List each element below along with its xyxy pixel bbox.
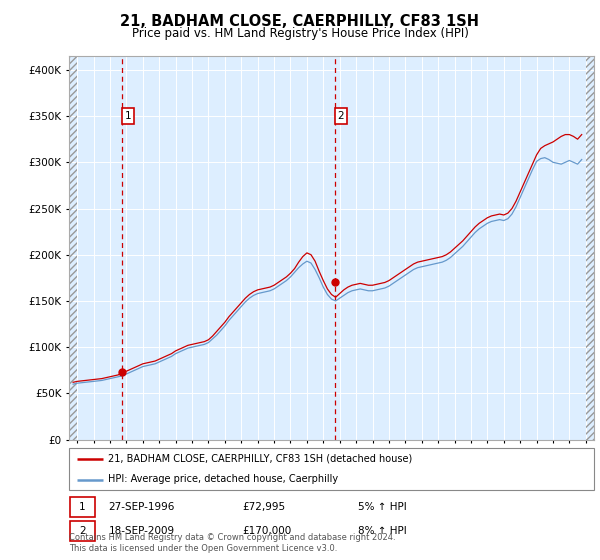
Text: 1: 1	[79, 502, 85, 512]
Text: 18-SEP-2009: 18-SEP-2009	[109, 526, 175, 536]
FancyBboxPatch shape	[69, 448, 594, 490]
FancyBboxPatch shape	[70, 497, 95, 517]
Bar	[69, 56, 77, 440]
Text: 8% ↑ HPI: 8% ↑ HPI	[358, 526, 407, 536]
Text: 21, BADHAM CLOSE, CAERPHILLY, CF83 1SH (detached house): 21, BADHAM CLOSE, CAERPHILLY, CF83 1SH (…	[109, 454, 413, 464]
Text: £170,000: £170,000	[242, 526, 292, 536]
Text: HPI: Average price, detached house, Caerphilly: HPI: Average price, detached house, Caer…	[109, 474, 338, 484]
Text: Price paid vs. HM Land Registry's House Price Index (HPI): Price paid vs. HM Land Registry's House …	[131, 27, 469, 40]
Text: 2: 2	[337, 111, 344, 121]
Bar	[586, 56, 594, 440]
Text: 27-SEP-1996: 27-SEP-1996	[109, 502, 175, 512]
Text: 21, BADHAM CLOSE, CAERPHILLY, CF83 1SH: 21, BADHAM CLOSE, CAERPHILLY, CF83 1SH	[121, 14, 479, 29]
Text: £72,995: £72,995	[242, 502, 286, 512]
Text: 1: 1	[125, 111, 131, 121]
Text: Contains HM Land Registry data © Crown copyright and database right 2024.
This d: Contains HM Land Registry data © Crown c…	[69, 533, 395, 553]
FancyBboxPatch shape	[70, 521, 95, 542]
Text: 2: 2	[79, 526, 85, 536]
Text: 5% ↑ HPI: 5% ↑ HPI	[358, 502, 407, 512]
